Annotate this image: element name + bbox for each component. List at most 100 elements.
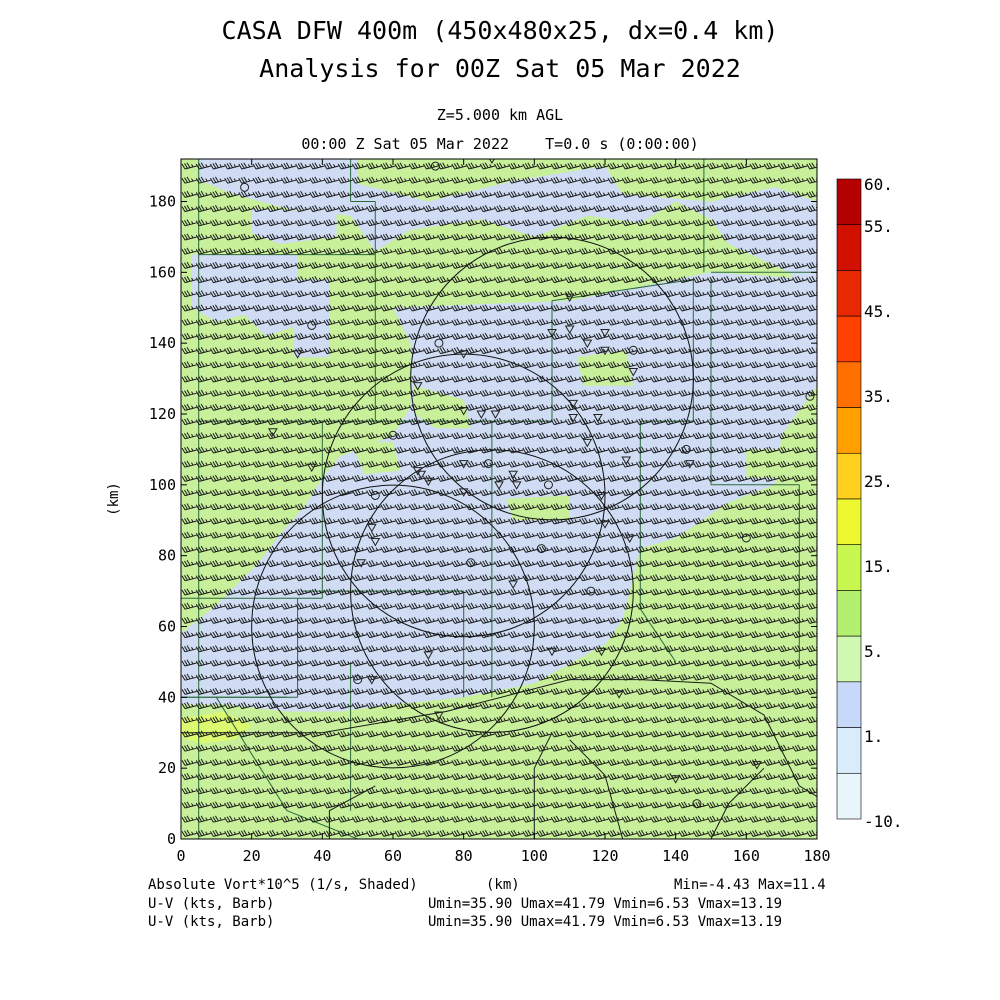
- wind-range-2: Umin=35.90 Umax=41.79 Vmin=6.53 Vmax=13.…: [428, 914, 783, 930]
- station-marker-29: [306, 463, 317, 473]
- y-tick-label-4: 60: [158, 618, 176, 636]
- station-marker-59: [434, 711, 444, 721]
- boundary-line-1: [181, 679, 641, 734]
- station-marker-36: [508, 470, 518, 480]
- level-label: Z=5.000 km AGL: [436, 106, 564, 124]
- colorbar-label-1: 60.: [864, 175, 893, 194]
- colorbar-segment-11: [836, 635, 862, 683]
- vorticity-region-1: [198, 159, 817, 308]
- x-tick-label-9: 160: [733, 847, 760, 865]
- colorbar-label-2: 55.: [864, 217, 893, 236]
- colorbar-segment-14: [836, 772, 862, 820]
- x-tick-label-10: 180: [803, 847, 830, 865]
- station-marker-1: [430, 161, 440, 171]
- radar-ring-3: [350, 449, 634, 733]
- station-marker-42: [596, 491, 607, 501]
- station-marker-50: [466, 558, 476, 568]
- radar-ring-1: [410, 236, 694, 521]
- station-marker-24: [268, 428, 278, 437]
- station-marker-47: [741, 533, 751, 543]
- y-tick-label-1: 0: [167, 830, 176, 848]
- vorticity-patch-3: [506, 495, 570, 521]
- colorbar-segment-7: [836, 452, 862, 500]
- y-tick-label-9: 160: [149, 263, 176, 281]
- county-boundary-14: [551, 278, 694, 302]
- station-marker-22: [593, 414, 603, 423]
- radar-ring-2: [321, 353, 606, 638]
- station-marker-19: [490, 410, 501, 420]
- title-line-2: Analysis for 00Z Sat 05 Mar 2022: [259, 54, 741, 83]
- station-marker-33: [458, 460, 469, 469]
- radar-ring-4: [251, 484, 535, 769]
- plot-area: [181, 159, 817, 839]
- x-tick-label-6: 100: [521, 847, 548, 865]
- vorticity-region-5: [294, 279, 330, 358]
- station-marker-54: [423, 651, 434, 660]
- title-line-1: CASA DFW 400m (450x480x25, dx=0.4 km): [221, 16, 779, 45]
- station-marker-45: [370, 538, 381, 547]
- y-tick-label-10: 180: [149, 193, 176, 211]
- x-tick-label-7: 120: [591, 847, 618, 865]
- station-marker-38: [543, 480, 553, 490]
- station-marker-52: [586, 586, 596, 596]
- station-marker-57: [366, 676, 377, 685]
- station-marker-17: [458, 406, 469, 416]
- boundary-line-2: [640, 679, 817, 797]
- colorbar-segment-4: [836, 315, 862, 363]
- station-marker-55: [547, 647, 557, 657]
- station-marker-15: [412, 382, 423, 391]
- colorbar-segment-8: [836, 498, 862, 546]
- y-axis-label: (km): [106, 482, 122, 516]
- station-marker-32: [423, 477, 434, 487]
- station-marker-43: [600, 520, 610, 529]
- x-tick-label-8: 140: [662, 847, 689, 865]
- station-marker-16: [458, 350, 469, 359]
- station-marker-41: [370, 490, 380, 500]
- station-marker-51: [508, 580, 518, 590]
- station-marker-60: [752, 761, 762, 770]
- boundary-line-6: [710, 767, 765, 839]
- station-marker-28: [684, 460, 695, 469]
- wind-barb-path: [181, 162, 817, 837]
- station-marker-3: [240, 182, 250, 192]
- colorbar-label-5: 25.: [864, 472, 893, 491]
- colorbar-label-7: 5.: [864, 642, 883, 661]
- time-label: 00:00 Z Sat 05 Mar 2022 T=0.0 s (0:00:00…: [301, 135, 699, 153]
- station-marker-46: [624, 534, 635, 543]
- station-marker-21: [568, 414, 579, 423]
- boundary-line-5: [569, 739, 624, 839]
- y-tick-label-2: 20: [158, 759, 176, 777]
- vorticity-patch-5: [576, 350, 634, 386]
- x-tick-label-1: 0: [176, 847, 185, 865]
- station-marker-35: [494, 481, 504, 490]
- colorbar-label-6: 15.: [864, 557, 893, 576]
- colorbar-label-8: 1.: [864, 727, 883, 746]
- station-marker-6: [307, 320, 317, 330]
- y-tick-label-7: 120: [149, 405, 176, 423]
- x-axis-unit: (km): [486, 877, 520, 893]
- station-marker-14: [292, 350, 303, 359]
- wind-label-2: U-V (kts, Barb): [148, 914, 275, 930]
- station-marker-31: [416, 470, 427, 480]
- station-marker-37: [621, 456, 632, 466]
- field-label: Absolute Vort*10^5 (1/s, Shaded): [148, 877, 418, 893]
- colorbar-segment-6: [836, 407, 862, 454]
- station-marker-34: [483, 459, 493, 469]
- colorbar-segment-3: [836, 270, 862, 317]
- field-range: Min=-4.43 Max=11.4: [674, 877, 826, 893]
- colorbar-segment-1: [836, 178, 862, 226]
- station-marker-8: [564, 325, 575, 335]
- colorbar-segment-5: [836, 361, 862, 408]
- station-marker-48: [536, 544, 546, 554]
- station-marker-4: [564, 293, 575, 303]
- x-tick-label-3: 40: [313, 847, 331, 865]
- station-marker-26: [582, 438, 593, 448]
- station-marker-13: [628, 368, 639, 377]
- station-marker-56: [353, 675, 363, 685]
- station-marker-5: [547, 329, 557, 338]
- station-marker-44: [366, 523, 377, 533]
- station-marker-49: [356, 559, 367, 568]
- station-marker-27: [681, 444, 691, 454]
- boundary-line-4: [533, 732, 553, 839]
- colorbar-segment-12: [836, 681, 862, 728]
